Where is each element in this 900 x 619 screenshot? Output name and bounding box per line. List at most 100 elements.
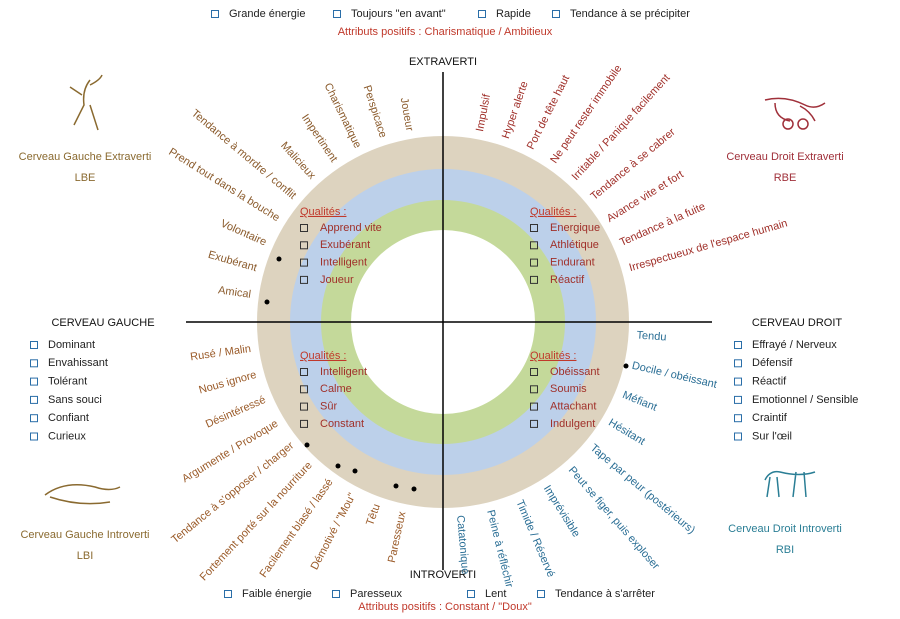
side-list-item: Sur l'œil — [752, 430, 792, 442]
checkbox — [734, 359, 742, 368]
trait: Hyper alerte — [500, 80, 531, 141]
axis-label: CERVEAU GAUCHE — [51, 317, 154, 329]
side-list-item: Défensif — [752, 357, 793, 369]
checkbox — [300, 241, 308, 250]
trait: Impertinent — [299, 112, 340, 164]
qualities-heading: Qualités : — [530, 206, 576, 218]
checkbox — [224, 590, 232, 598]
side-list-item: Sans souci — [48, 394, 102, 406]
quality-item: Exubérant — [320, 239, 370, 251]
checkbox — [30, 359, 38, 368]
trait: Peine à réfléchir — [484, 509, 515, 589]
qualities-heading: Qualités : — [300, 350, 346, 362]
axis-label: INTROVERTI — [410, 569, 476, 581]
qualities-heading: Qualités : — [530, 350, 576, 362]
horse-lbe — [69, 74, 103, 131]
trait: Perspicace — [361, 84, 389, 139]
side-list-item: Tolérant — [48, 376, 87, 388]
checkbox — [30, 414, 38, 423]
checkbox — [30, 377, 38, 386]
horse-rbe — [764, 97, 826, 130]
checkbox — [530, 402, 538, 411]
checkbox — [530, 385, 538, 394]
axis-label: EXTRAVERTI — [409, 56, 477, 68]
trait: Tendance à mordre / conflit — [189, 107, 298, 201]
checkbox — [300, 419, 308, 428]
energy-item: Grande énergie — [229, 8, 305, 20]
checkbox — [530, 224, 538, 232]
quality-item: Athlétique — [550, 239, 599, 251]
quality-item: Calme — [320, 383, 352, 395]
corner-title: Cerveau Gauche Extraverti — [19, 151, 152, 163]
trait: Nous ignore — [198, 369, 258, 397]
checkbox — [734, 432, 742, 441]
energy-item: Lent — [485, 588, 506, 600]
trait: Imprévisible — [541, 483, 582, 539]
checkbox — [300, 275, 308, 284]
quality-item: Sûr — [320, 401, 337, 413]
checkbox — [530, 241, 538, 250]
positive-attributes: Attributs positifs : Constant / "Doux" — [358, 601, 532, 613]
side-list-item: Réactif — [752, 376, 787, 388]
checkbox — [300, 402, 308, 411]
corner-title: Cerveau Droit Introverti — [728, 523, 842, 535]
quality-item: Endurant — [550, 257, 595, 269]
checkbox — [478, 10, 486, 18]
trait: Joueur — [398, 97, 416, 133]
checkbox — [734, 377, 742, 386]
trait: Exubérant — [207, 249, 259, 274]
trait: Catatonique — [454, 515, 471, 575]
trait: Hésitant — [606, 417, 647, 448]
checkbox — [530, 258, 538, 267]
checkbox — [332, 590, 340, 598]
trait: Facilement blasé / lassé — [258, 477, 336, 580]
quality-item: Energique — [550, 222, 600, 234]
checkbox — [734, 341, 742, 349]
side-list-item: Craintif — [752, 412, 788, 424]
checkbox — [530, 368, 538, 376]
checkbox — [300, 385, 308, 394]
checkbox — [734, 395, 742, 404]
dots — [264, 256, 629, 492]
side-list-item: Emotionnel / Sensible — [752, 394, 858, 406]
checkbox — [530, 419, 538, 428]
quality-item: Attachant — [550, 401, 596, 413]
trait: Paresseux — [386, 510, 409, 564]
quality-item: Apprend vite — [320, 222, 382, 234]
checkbox — [530, 275, 538, 284]
energy-item: Toujours "en avant" — [351, 8, 446, 20]
checkbox — [537, 590, 545, 598]
side-list-item: Effrayé / Nerveux — [752, 339, 837, 351]
trait: Désintéressé — [204, 394, 268, 431]
quality-item: Joueur — [320, 274, 354, 286]
positive-attributes: Attributs positifs : Charismatique / Amb… — [338, 26, 553, 38]
checkbox — [30, 432, 38, 441]
trait: Volontaire — [219, 218, 269, 249]
trait: Argumente / Provoque — [180, 418, 280, 485]
checkbox — [300, 368, 308, 376]
checkbox — [333, 10, 341, 18]
energy-item: Tendance à s'arrêter — [555, 588, 655, 600]
corner-code: LBI — [77, 550, 94, 562]
energy-item: Tendance à se précipiter — [570, 8, 690, 20]
trait: Peut se figer, puis exploser — [566, 464, 662, 572]
quality-item: Soumis — [550, 383, 587, 395]
side-list-item: Dominant — [48, 339, 95, 351]
trait: Docile / obéissant — [631, 360, 718, 391]
trait: Timide / Réservé — [513, 498, 556, 579]
quality-item: Obéissant — [550, 366, 600, 378]
corner-code: LBE — [75, 172, 96, 184]
side-list-item: Confiant — [48, 412, 89, 424]
trait: Tendu — [636, 329, 667, 343]
trait: Rusé / Malin — [189, 343, 251, 363]
checkbox — [30, 341, 38, 349]
trait: Impulsif — [474, 92, 493, 132]
axis-label: CERVEAU DROIT — [752, 317, 843, 329]
checkbox — [300, 224, 308, 232]
trait: Prend tout dans la bouche — [166, 146, 281, 224]
energy-item: Paresseux — [350, 588, 402, 600]
checkbox — [734, 414, 742, 423]
energy-item: Rapide — [496, 8, 531, 20]
trait: Amical — [217, 284, 251, 300]
